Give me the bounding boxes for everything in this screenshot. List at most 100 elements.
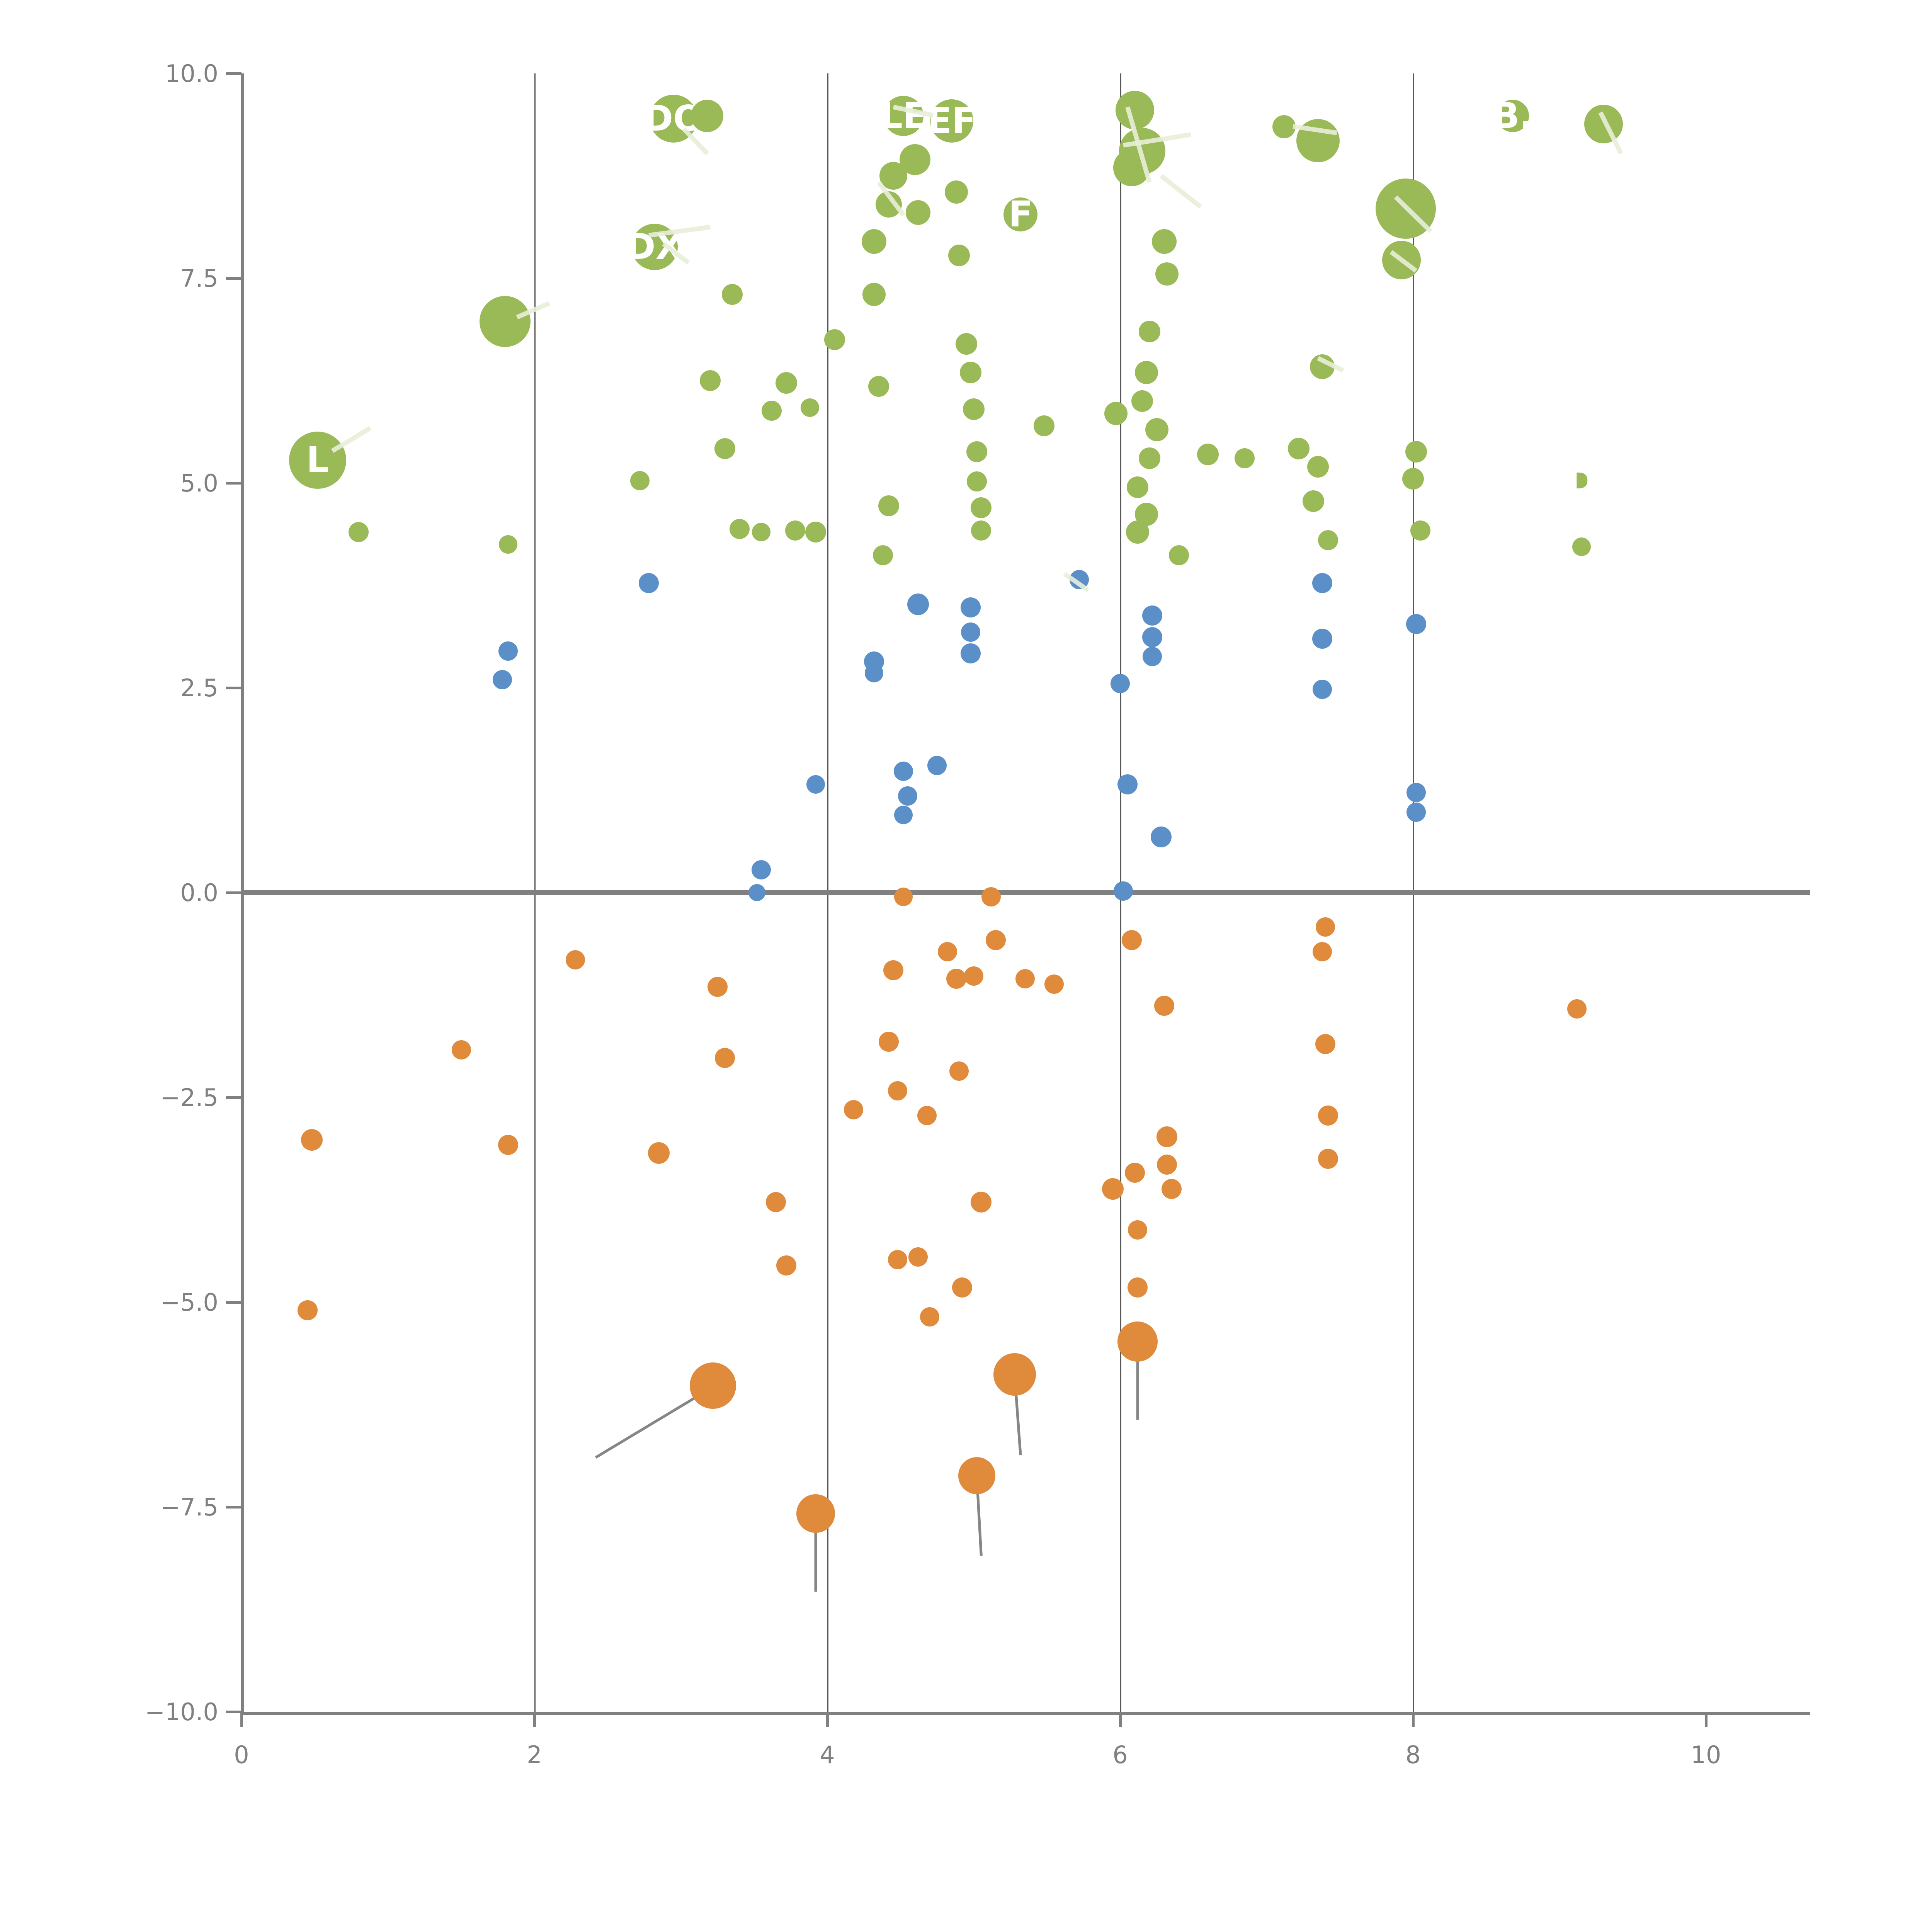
bubble-green-51[interactable] bbox=[1138, 447, 1160, 469]
bubble-labeled-green-70[interactable]: B. bbox=[1492, 98, 1533, 134]
bubble-blue-20[interactable] bbox=[1142, 627, 1163, 647]
bubble-green-46[interactable] bbox=[1138, 320, 1160, 342]
bubble-green-67[interactable] bbox=[1405, 441, 1427, 463]
bubble-blue-27[interactable] bbox=[1406, 614, 1426, 634]
bubble-orange-16[interactable] bbox=[888, 1081, 907, 1101]
bubble-blue-11[interactable] bbox=[907, 593, 929, 615]
bubble-green-58[interactable] bbox=[1272, 115, 1296, 138]
bubble-green-13[interactable] bbox=[761, 401, 782, 421]
bubble-blue-18[interactable] bbox=[1111, 674, 1130, 694]
bubble-green-8[interactable] bbox=[721, 284, 743, 305]
bubble-green-11[interactable] bbox=[729, 519, 750, 539]
bubble-orange-25[interactable] bbox=[964, 966, 983, 986]
bubble-green-48[interactable] bbox=[1131, 390, 1153, 412]
bubble-labeled-green-24[interactable]: LE bbox=[880, 96, 927, 136]
bubble-green-1[interactable] bbox=[349, 522, 369, 543]
bubble-blue-23[interactable] bbox=[1113, 881, 1133, 901]
bubble-blue-14[interactable] bbox=[961, 622, 981, 642]
bubble-orange-34[interactable] bbox=[1122, 930, 1142, 950]
bubble-orange-15[interactable] bbox=[883, 960, 903, 981]
bubble-orange-20[interactable] bbox=[920, 1307, 940, 1327]
bubble-orange-26[interactable] bbox=[970, 1192, 992, 1213]
bubble-orange-35[interactable] bbox=[1124, 1163, 1145, 1183]
bubble-orange-48[interactable] bbox=[1567, 999, 1587, 1019]
bubble-orange-32[interactable] bbox=[1044, 975, 1064, 994]
bubble-green-68[interactable] bbox=[1402, 468, 1424, 490]
bubble-orange-4[interactable] bbox=[566, 950, 585, 969]
bubble-green-69[interactable] bbox=[1410, 520, 1430, 541]
bubble-orange-36[interactable] bbox=[1128, 1220, 1148, 1240]
bubble-green-52[interactable] bbox=[1127, 476, 1149, 498]
bubble-orange-42[interactable] bbox=[1161, 1179, 1182, 1199]
bubble-orange-29[interactable] bbox=[985, 930, 1006, 950]
bubble-orange-24[interactable] bbox=[952, 1277, 972, 1298]
bubble-orange-2[interactable] bbox=[451, 1040, 471, 1060]
bubble-orange-39[interactable] bbox=[1154, 995, 1174, 1016]
bubble-blue-15[interactable] bbox=[961, 643, 981, 663]
bubble-blue-28[interactable] bbox=[1406, 783, 1426, 803]
bubble-blue-17[interactable] bbox=[1117, 774, 1138, 795]
bubble-green-19[interactable] bbox=[862, 229, 887, 254]
bubble-green-31[interactable] bbox=[948, 244, 970, 266]
bubble-blue-3[interactable] bbox=[752, 860, 771, 879]
bubble-green-50[interactable] bbox=[1145, 418, 1168, 442]
bubble-orange-45[interactable] bbox=[1315, 1034, 1335, 1054]
bubble-orange-1[interactable] bbox=[297, 1300, 318, 1321]
bubble-blue-7[interactable] bbox=[865, 663, 884, 682]
bubble-orange-37[interactable] bbox=[1128, 1277, 1148, 1298]
bubble-blue-19[interactable] bbox=[1142, 605, 1163, 626]
bubble-blue-13[interactable] bbox=[961, 597, 981, 618]
bubble-green-73[interactable] bbox=[1572, 537, 1591, 556]
bubble-green-18[interactable] bbox=[824, 329, 845, 350]
bubble-orange-30[interactable] bbox=[993, 1353, 1036, 1396]
bubble-green-54[interactable] bbox=[1126, 520, 1150, 544]
bubble-labeled-green-39[interactable]: F bbox=[1003, 196, 1038, 232]
bubble-orange-22[interactable] bbox=[946, 968, 966, 989]
bubble-orange-33[interactable] bbox=[1102, 1178, 1124, 1200]
bubble-orange-18[interactable] bbox=[908, 1247, 928, 1267]
bubble-green-41[interactable] bbox=[1115, 91, 1154, 130]
bubble-blue-29[interactable] bbox=[1406, 803, 1426, 822]
bubble-green-32[interactable] bbox=[956, 333, 978, 355]
bubble-green-3[interactable] bbox=[498, 535, 517, 554]
bubble-blue-8[interactable] bbox=[894, 762, 913, 781]
bubble-green-45[interactable] bbox=[1155, 262, 1179, 286]
bubble-green-63[interactable] bbox=[1303, 490, 1325, 512]
bubble-green-15[interactable] bbox=[785, 520, 805, 541]
bubble-green-12[interactable] bbox=[752, 523, 771, 542]
bubble-green-62[interactable] bbox=[1307, 456, 1329, 478]
bubble-green-47[interactable] bbox=[1135, 361, 1158, 384]
bubble-green-2[interactable] bbox=[480, 296, 531, 347]
bubble-blue-26[interactable] bbox=[1313, 680, 1332, 699]
bubble-orange-5[interactable] bbox=[648, 1142, 670, 1164]
bubble-green-7[interactable] bbox=[630, 471, 650, 490]
bubble-orange-14[interactable] bbox=[894, 887, 913, 906]
bubble-orange-23[interactable] bbox=[949, 1061, 969, 1081]
bubble-blue-10[interactable] bbox=[894, 805, 913, 824]
bubble-green-38[interactable] bbox=[971, 520, 991, 541]
bubble-green-34[interactable] bbox=[963, 398, 985, 420]
bubble-blue-24[interactable] bbox=[1312, 573, 1333, 593]
bubble-orange-41[interactable] bbox=[1157, 1154, 1177, 1175]
bubble-labeled-green-0[interactable]: L bbox=[289, 431, 347, 489]
bubble-green-64[interactable] bbox=[1318, 530, 1338, 551]
bubble-green-61[interactable] bbox=[1288, 437, 1310, 459]
bubble-green-36[interactable] bbox=[966, 471, 987, 492]
bubble-green-17[interactable] bbox=[805, 522, 826, 543]
bubble-green-16[interactable] bbox=[800, 398, 819, 417]
bubble-green-20[interactable] bbox=[862, 283, 886, 306]
bubble-green-21[interactable] bbox=[868, 376, 889, 397]
bubble-green-35[interactable] bbox=[966, 441, 987, 463]
bubble-orange-43[interactable] bbox=[1315, 917, 1335, 937]
bubble-orange-46[interactable] bbox=[1318, 1105, 1338, 1126]
bubble-green-44[interactable] bbox=[1151, 229, 1177, 254]
bubble-green-57[interactable] bbox=[1235, 448, 1255, 469]
bubble-orange-6[interactable] bbox=[690, 1362, 736, 1409]
bubble-labeled-green-29[interactable]: EF bbox=[927, 99, 976, 143]
bubble-green-55[interactable] bbox=[1168, 545, 1189, 565]
bubble-blue-0[interactable] bbox=[498, 641, 518, 661]
bubble-orange-11[interactable] bbox=[796, 1494, 835, 1533]
bubble-orange-38[interactable] bbox=[1117, 1321, 1158, 1362]
bubble-green-28[interactable] bbox=[873, 545, 893, 565]
bubble-orange-17[interactable] bbox=[888, 1250, 907, 1269]
